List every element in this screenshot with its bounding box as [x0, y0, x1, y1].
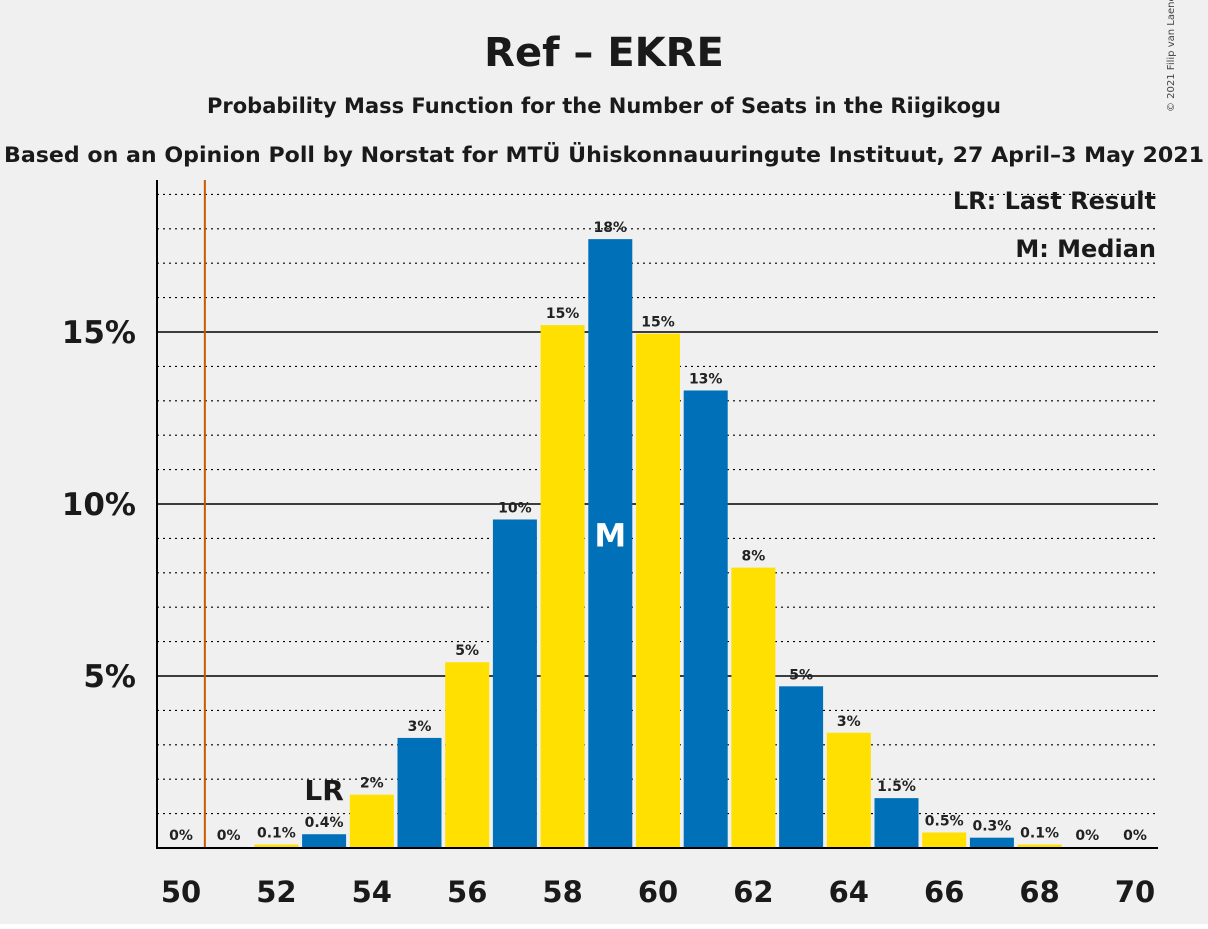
x-tick-label-64: 64: [829, 875, 869, 909]
bar-seat-53: [302, 834, 347, 848]
bar-seat-67: [969, 837, 1014, 848]
value-label-seat-66: 0.5%: [925, 814, 964, 830]
x-tick-label-62: 62: [733, 875, 773, 909]
y-tick-label-15: 15%: [62, 315, 136, 351]
value-label-seat-56: 5%: [455, 643, 479, 659]
chart-title: Ref – EKRE: [484, 30, 724, 76]
chart-subtitle-poll: Based on an Opinion Poll by Norstat for …: [4, 142, 1204, 167]
x-tick-label-70: 70: [1115, 875, 1155, 909]
value-label-seat-70: 0%: [1123, 828, 1147, 844]
value-label-seat-54: 2%: [360, 776, 384, 792]
y-tick-labels: 5% 10% 15%: [62, 315, 136, 695]
bar-seat-54: [349, 794, 394, 848]
value-label-seat-67: 0.3%: [972, 819, 1011, 835]
bar-seat-62: [731, 567, 776, 848]
value-label-seat-62: 8%: [742, 549, 766, 565]
value-label-seat-60: 15%: [641, 315, 675, 331]
bar-seat-57: [492, 519, 537, 848]
value-label-seat-55: 3%: [408, 719, 432, 735]
value-label-seat-59: 18%: [594, 220, 628, 236]
value-label-seat-65: 1.5%: [877, 779, 916, 795]
x-tick-label-56: 56: [447, 875, 487, 909]
value-label-seat-52: 0.1%: [257, 826, 296, 842]
bar-seat-55: [397, 737, 442, 848]
x-tick-labels: 50 52 54 56 58 60 62 64 66 68 70: [161, 875, 1155, 909]
last-result-label: LR: [304, 774, 343, 807]
bar-seat-58: [540, 325, 585, 848]
x-tick-label-60: 60: [638, 875, 678, 909]
value-label-seat-51: 0%: [217, 828, 241, 844]
bars: [254, 239, 1062, 849]
value-label-seat-50: 0%: [169, 828, 193, 844]
x-tick-label-66: 66: [924, 875, 964, 909]
median-label: M: [594, 517, 626, 555]
bar-seat-63: [779, 686, 824, 848]
x-tick-label-52: 52: [256, 875, 296, 909]
x-tick-label-50: 50: [161, 875, 201, 909]
value-label-seat-53: 0.4%: [305, 815, 344, 831]
bar-seat-68: [1017, 844, 1062, 848]
value-label-seat-61: 13%: [689, 371, 723, 387]
legend-last-result: LR: Last Result: [953, 187, 1156, 215]
bar-seat-65: [874, 798, 919, 848]
copyright-note: © 2021 Filip van Laenen: [1166, 0, 1177, 112]
y-tick-label-5: 5%: [83, 659, 136, 695]
x-tick-label-58: 58: [542, 875, 582, 909]
gridlines: [157, 193, 1158, 815]
bar-seat-64: [826, 732, 871, 848]
x-tick-label-54: 54: [352, 875, 392, 909]
y-tick-label-10: 10%: [62, 487, 136, 523]
value-label-seat-69: 0%: [1075, 828, 1099, 844]
chart-subtitle: Probability Mass Function for the Number…: [207, 94, 1001, 118]
bar-seat-60: [636, 333, 680, 849]
value-label-seat-64: 3%: [837, 714, 861, 730]
bar-seat-59: [588, 239, 633, 848]
bar-seat-66: [922, 832, 967, 848]
value-label-seat-57: 10%: [498, 500, 532, 516]
value-label-seat-63: 5%: [789, 667, 813, 683]
bar-seat-61: [683, 390, 728, 848]
legend-median: M: Median: [1015, 235, 1156, 263]
x-tick-label-68: 68: [1019, 875, 1059, 909]
axes: [156, 180, 1158, 849]
bar-seat-52: [254, 844, 299, 848]
bar-seat-56: [445, 662, 490, 848]
value-labels: 0% 0% 0.1% 0.4% 2% 3% 5% 10% 15% 18% 15% 13% 8% 5% 3% 1…: [169, 220, 1147, 844]
value-label-seat-58: 15%: [546, 306, 580, 322]
value-label-seat-68: 0.1%: [1020, 826, 1059, 842]
